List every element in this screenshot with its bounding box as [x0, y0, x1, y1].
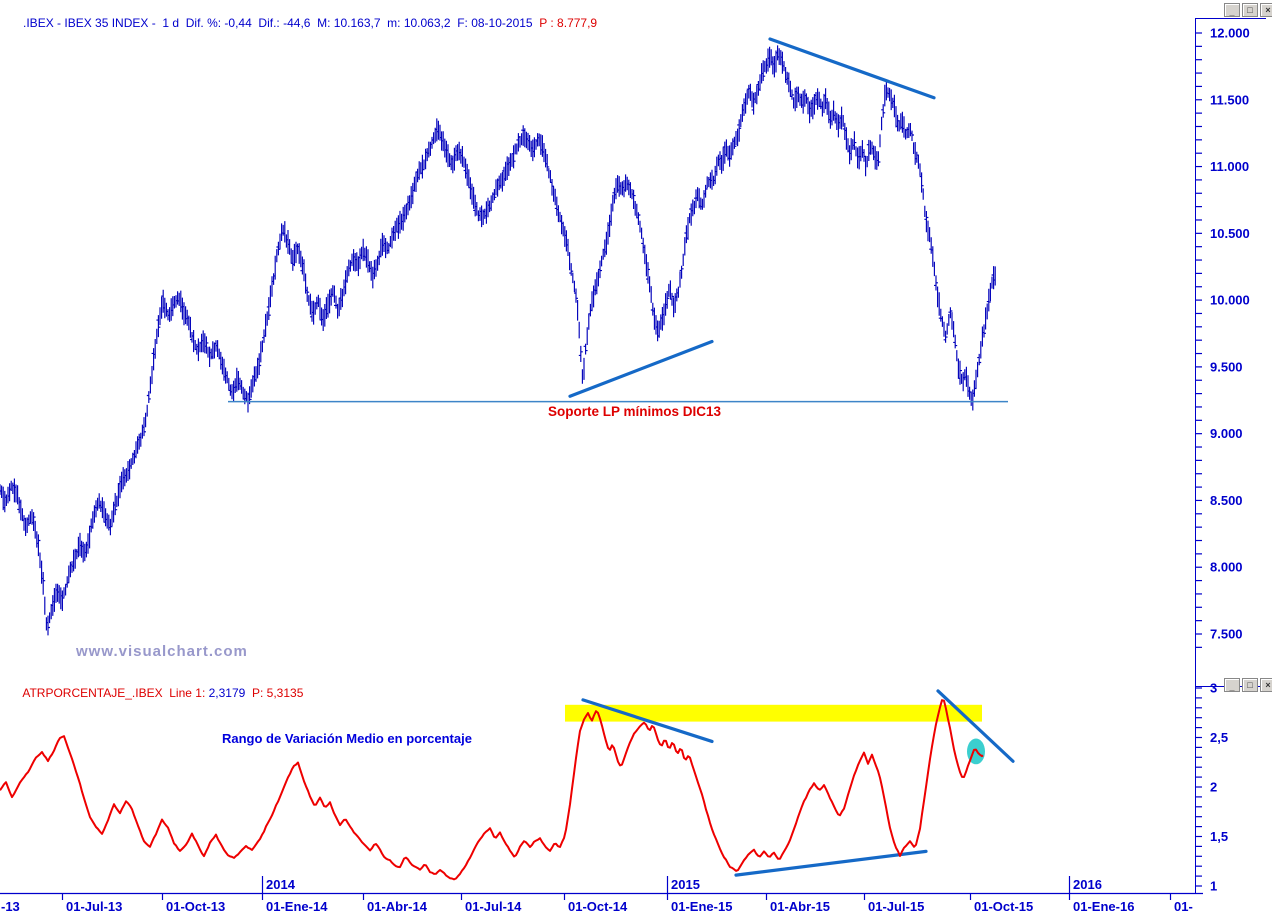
price-axis-label: 11.000: [1210, 159, 1249, 174]
year-axis-label: 2015: [671, 877, 700, 892]
price-trendline-up[interactable]: [568, 339, 714, 398]
date-axis-label: 01-Abr-15: [770, 899, 830, 914]
price-axis-label: 8.000: [1210, 560, 1243, 575]
atr-axis-label: 3: [1210, 681, 1217, 696]
maximize-button[interactable]: □: [1242, 3, 1258, 17]
price-axis-label: 8.500: [1210, 493, 1243, 508]
price-bars-series: [0, 45, 996, 636]
date-axis-label: 01-Oct-14: [568, 899, 628, 914]
price-axis-label: 10.500: [1210, 226, 1250, 241]
atr-trendline-down-2[interactable]: [936, 689, 1015, 763]
atr-line-series: [0, 699, 984, 881]
atr-axis-label: 1,5: [1210, 829, 1228, 844]
date-axis-label: -13: [1, 899, 20, 914]
atr-panel-window-controls: _ □ ×: [1224, 678, 1272, 692]
date-axis-label: 01-Ene-15: [671, 899, 732, 914]
price-axis-label: 11.500: [1210, 92, 1249, 107]
price-axis-label: 9.000: [1210, 426, 1243, 441]
price-trendline-down[interactable]: [768, 37, 936, 100]
year-axis-label: 2014: [266, 877, 296, 892]
close-button[interactable]: ×: [1260, 678, 1272, 692]
price-panel-window-controls: _ □ ×: [1224, 3, 1272, 17]
atr-axis-label: 1: [1210, 879, 1217, 894]
year-axis-label: 2016: [1073, 877, 1102, 892]
minimize-button[interactable]: _: [1224, 3, 1240, 17]
date-axis-label: 01-: [1174, 899, 1193, 914]
date-axis-label: 01-Abr-14: [367, 899, 428, 914]
atr-axis-label: 2,5: [1210, 730, 1228, 745]
price-axis-label: 7.500: [1210, 627, 1243, 642]
visualchart-watermark: www.visualchart.com: [76, 643, 248, 660]
atr-trendline-down-1[interactable]: [581, 698, 714, 744]
price-axis-label: 12.000: [1210, 26, 1250, 41]
date-axis-label: 01-Ene-16: [1073, 899, 1134, 914]
atr-axis-label: 2: [1210, 780, 1217, 795]
maximize-button[interactable]: □: [1242, 678, 1258, 692]
date-axis-label: 01-Oct-15: [974, 899, 1033, 914]
date-axis-label: 01-Jul-14: [465, 899, 522, 914]
date-axis-label: 01-Oct-13: [166, 899, 225, 914]
date-axis-label: 01-Ene-14: [266, 899, 328, 914]
date-axis-label: 01-Jul-13: [66, 899, 122, 914]
highlight-band[interactable]: [565, 704, 982, 722]
atr-trendline-up[interactable]: [734, 849, 928, 877]
close-button[interactable]: ×: [1260, 3, 1272, 17]
minimize-button[interactable]: _: [1224, 678, 1240, 692]
price-axis-label: 10.000: [1210, 293, 1250, 308]
price-axis-label: 9.500: [1210, 359, 1243, 374]
date-axis-label: 01-Jul-15: [868, 899, 924, 914]
